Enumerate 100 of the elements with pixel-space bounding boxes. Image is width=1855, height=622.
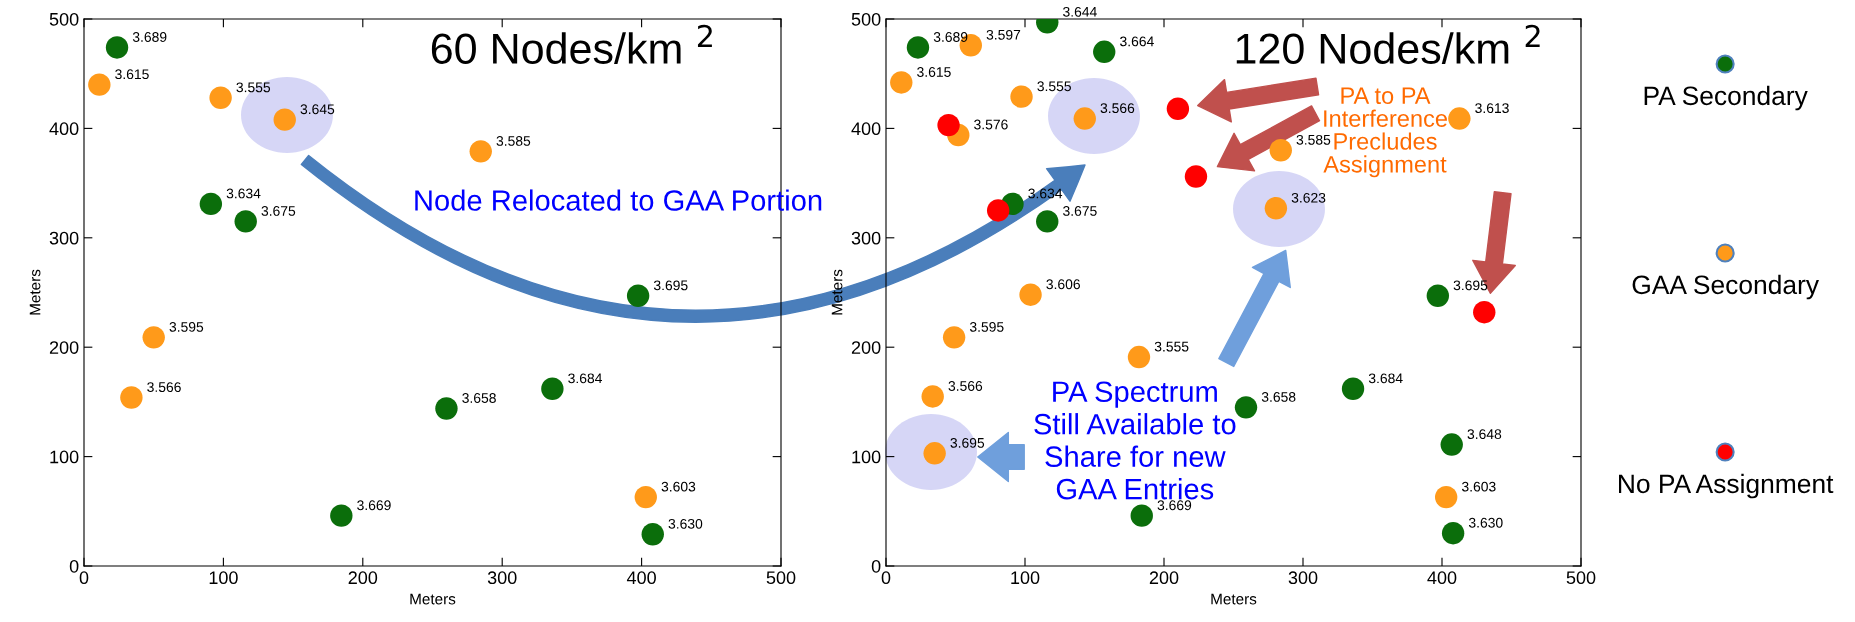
y-tick-label: 400 [851,122,881,136]
annotation: PA Spectrum Still Available to Share for new GAA Entries [1034,381,1236,500]
annotation: 3.595 [969,322,1004,332]
point [469,140,492,163]
y-tick-label: 200 [49,341,79,354]
annotation: 3.576 [974,119,1008,130]
point [120,386,143,409]
point [890,71,913,94]
y-tick-label: 300 [49,231,79,245]
point [1130,504,1153,527]
annotation: 3.566 [147,382,181,392]
annotation: 3.597 [986,29,1021,40]
x-axis-title: Meters [410,593,456,605]
point [1434,485,1458,509]
legend-label: PA Secondary [1644,85,1808,111]
annotation: 3.585 [496,136,531,146]
point [921,385,944,408]
annotation: 3.585 [1296,134,1331,145]
annotation: 3.669 [357,500,391,511]
annotation: 3.664 [1120,36,1154,47]
point [541,377,564,400]
annotation: 3.566 [1100,103,1135,114]
y-tick-label: 200 [851,341,881,354]
point [1019,283,1042,306]
point [209,86,232,109]
point [1166,97,1190,120]
point [1093,40,1116,64]
y-tick-label: 400 [49,122,79,136]
annotation: 3.695 [653,280,688,291]
point [634,485,657,509]
annotation: 3.689 [132,32,167,42]
x-tick-label: 300 [1288,571,1318,585]
annotation: 3.603 [661,481,696,492]
annotation: 3.669 [1157,500,1192,511]
x-tick-label: 400 [1427,571,1457,585]
annotation: 3.675 [1063,206,1097,216]
y-tick-label: 0 [871,559,881,573]
y-tick-label: 100 [50,450,79,464]
y-tick-label: 100 [852,450,881,464]
point [1440,433,1463,456]
annotation: 3.595 [169,322,204,332]
annotation: 3.684 [568,373,603,384]
x-tick-label: 0 [881,571,891,585]
annotation: 3.675 [261,206,296,216]
annotation: 3.630 [1468,517,1503,528]
point [1010,85,1033,108]
annotation: 3.615 [115,69,149,80]
annotation: 3.555 [1037,81,1071,92]
chart-title: 60 Nodes/km $^{2}$ [431,24,712,64]
x-axis-title: Meters [1211,593,1257,605]
annotation: 3.630 [668,518,703,529]
point [199,192,223,216]
x-tick-label: 100 [1011,571,1040,585]
x-tick-label: 500 [766,571,796,585]
annotation: 3.555 [236,82,271,93]
point [906,36,930,59]
annotation: 3.566 [948,381,983,391]
point [641,523,664,546]
point [1234,396,1258,419]
point [330,504,353,527]
x-tick-label: 400 [626,571,656,585]
x-tick-label: 500 [1566,571,1596,585]
point [1473,300,1496,324]
point [105,36,129,59]
annotation: 3.645 [300,104,335,115]
legend-label: GAA Secondary [1632,274,1819,300]
annotation: 3.606 [1046,279,1080,290]
point [234,210,257,233]
x-tick-label: 0 [79,571,89,585]
point [1184,165,1208,188]
point [1127,345,1151,369]
annotation: 3.613 [1475,103,1509,114]
point [435,397,458,420]
chart-title: 120 Nodes/km $^{2}$ [1236,24,1540,64]
annotation: 3.615 [917,67,951,77]
point [1036,210,1059,233]
y-axis-title: Meters [29,269,41,315]
annotation: 3.603 [1461,481,1496,492]
x-tick-label: 100 [209,571,238,585]
annotation: 3.695 [950,437,985,448]
point [986,199,1010,222]
annotation: 3.644 [1063,6,1097,17]
annotation: 3.658 [462,393,496,403]
point [142,326,165,349]
y-axis-title: Meters [831,269,843,315]
point [1341,377,1365,400]
point [1269,139,1292,162]
point [1448,107,1471,130]
annotation: 3.658 [1261,392,1296,402]
annotation: 3.623 [1291,192,1326,203]
x-tick-label: 200 [348,571,378,585]
y-tick-label: 500 [49,12,79,26]
y-tick-label: 500 [851,12,881,26]
annotation: 3.555 [1154,341,1189,352]
point [942,326,966,349]
x-tick-label: 200 [1149,571,1179,585]
x-tick-label: 300 [487,571,517,585]
point [1441,521,1465,545]
point [88,73,111,96]
point [937,113,960,137]
